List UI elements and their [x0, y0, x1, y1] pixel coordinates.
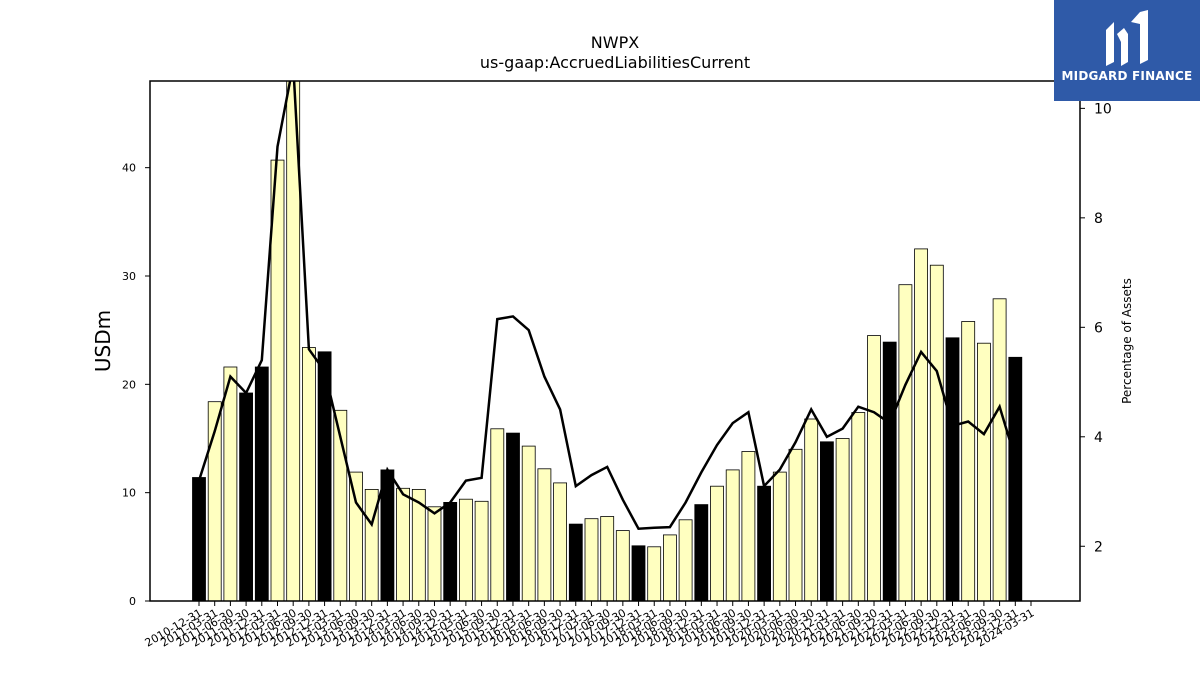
bar	[506, 432, 520, 601]
bar	[254, 366, 269, 601]
bar	[788, 448, 803, 601]
left-tick-label: 0	[129, 595, 136, 608]
bar	[537, 468, 552, 601]
right-tick-label: 8	[1094, 211, 1103, 227]
bar	[553, 482, 567, 601]
bar-series	[192, 81, 1023, 601]
bar	[600, 516, 615, 601]
bar	[961, 321, 976, 601]
bar	[301, 347, 316, 601]
plot-frame	[149, 80, 1081, 602]
bar	[207, 401, 222, 601]
bar	[223, 366, 238, 601]
bar	[631, 545, 646, 601]
right-tick-label: 4	[1094, 430, 1103, 446]
left-tick-label: 40	[122, 162, 136, 175]
left-tick-label: 30	[122, 270, 136, 283]
bar	[663, 534, 677, 601]
bar	[725, 469, 740, 601]
brand-logo: MIDGARD FINANCE	[1054, 0, 1200, 101]
bar	[820, 441, 834, 601]
bar	[804, 418, 819, 601]
bar	[270, 159, 285, 601]
left-tick-label: 10	[122, 487, 136, 500]
bar	[239, 392, 254, 601]
left-tick-label: 20	[122, 378, 136, 391]
bar	[710, 485, 724, 601]
bar	[615, 530, 630, 601]
right-tick-label: 2	[1094, 539, 1103, 555]
bar	[835, 438, 850, 601]
bar	[474, 500, 489, 601]
bar	[396, 487, 411, 601]
line-series	[197, 81, 1017, 530]
left-axis-ticks: 0 10 20 30 40	[122, 162, 150, 608]
bar	[458, 498, 473, 601]
bar	[521, 445, 536, 601]
bar	[929, 264, 944, 601]
line-path	[197, 81, 1017, 530]
bar	[977, 342, 991, 601]
right-axis-ticks: 2 4 6 8 10	[1080, 101, 1112, 555]
chart-subtitle: us-gaap:AccruedLiabilitiesCurrent	[480, 53, 750, 72]
bar	[914, 248, 928, 601]
y-axis-label-left: USDm	[91, 310, 115, 372]
bar	[443, 501, 458, 601]
bar	[694, 504, 709, 601]
bar	[772, 471, 787, 601]
bar	[192, 477, 206, 601]
bar	[741, 451, 756, 601]
y-axis-label-right: Percentage of Assets	[1120, 278, 1134, 404]
bar	[678, 519, 693, 601]
x-axis-ticks: 2010-12-312011-03-312011-06-302011-09-30…	[143, 601, 1037, 650]
midgard-finance-logo-icon	[1106, 10, 1148, 66]
bar	[427, 506, 442, 601]
bar	[882, 341, 897, 601]
bar	[1008, 356, 1023, 601]
bar	[568, 523, 583, 601]
bar	[945, 337, 960, 601]
bar	[898, 284, 913, 601]
chart-title: NWPX	[591, 33, 639, 52]
bar	[647, 546, 662, 601]
bar	[851, 412, 866, 601]
bar	[757, 485, 771, 601]
right-tick-label: 10	[1094, 101, 1112, 117]
bar	[584, 518, 599, 601]
bar	[490, 428, 505, 601]
logo-text: MIDGARD FINANCE	[1061, 69, 1193, 83]
bar	[992, 298, 1007, 601]
right-tick-label: 6	[1094, 320, 1103, 336]
bar	[349, 471, 363, 601]
bar	[867, 335, 881, 601]
